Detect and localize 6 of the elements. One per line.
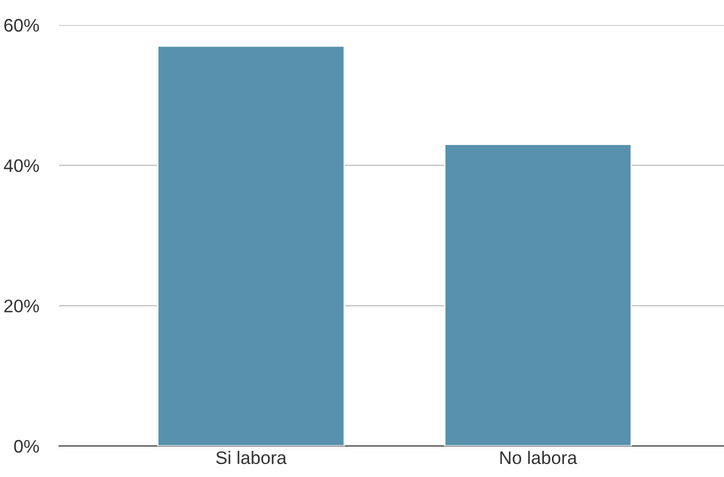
x-tick-label: Si labora (216, 450, 287, 464)
y-tick-label: 40% (4, 159, 39, 172)
y-tick-label: 60% (4, 18, 39, 32)
x-tick-label: No labora (500, 450, 578, 464)
y-tick-label: 20% (4, 300, 39, 312)
y-tick-label: 0% (14, 440, 39, 453)
